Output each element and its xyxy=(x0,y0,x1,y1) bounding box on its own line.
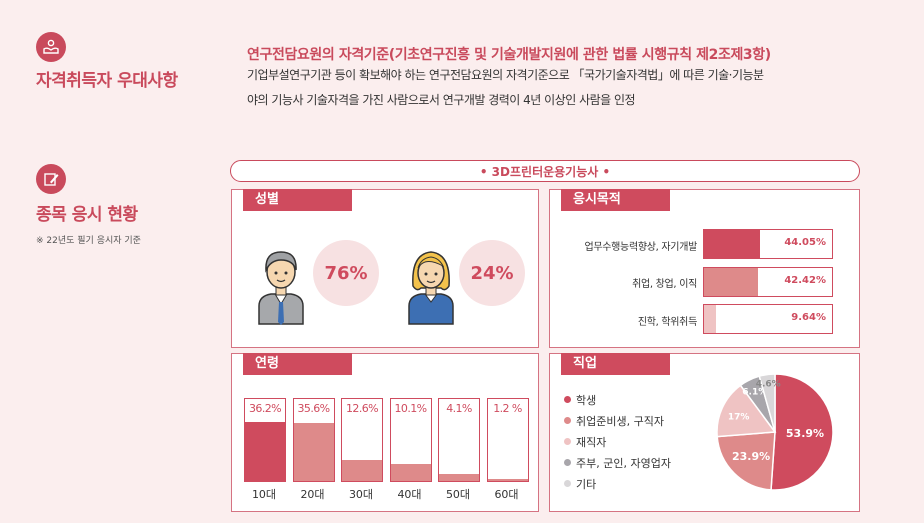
purpose-bar-skill-value: 44.05% xyxy=(784,237,826,248)
legend-swatch xyxy=(564,396,571,403)
age-category-label: 20대 xyxy=(300,488,325,501)
age-category-label: 40대 xyxy=(397,488,422,501)
pie-slice xyxy=(770,373,834,491)
occupation-tab: 직업 xyxy=(561,353,670,375)
purpose-bar-study-value: 9.64% xyxy=(791,312,826,323)
pie-slice xyxy=(716,384,777,438)
purpose-label-job: 취업, 창업, 이직 xyxy=(632,279,697,290)
pie-slice-label: 23.9% xyxy=(732,450,770,463)
female-ratio-label: 24% xyxy=(470,262,514,284)
age-column: 12.6% xyxy=(341,398,383,482)
purpose-bar-study-fill xyxy=(704,305,717,333)
age-column: 35.6% xyxy=(292,398,335,482)
certification-name-pill: • 3D프린터운용기능사 • xyxy=(230,160,860,182)
qualification-lead: 연구전담요원의 자격기준(기초연구진흥 및 기술개발지원에 관한 법률 시행규칙… xyxy=(247,47,771,63)
legend-swatch xyxy=(564,459,571,466)
section-title-preference: 자격취득자 우대사항 xyxy=(36,71,178,91)
qualification-line-1: 기업부설연구기관 등이 확보해야 하는 연구전담요원의 자격기준으로 「국가기술… xyxy=(247,68,764,82)
pie-slice-label: 17% xyxy=(728,412,750,422)
male-ratio-bubble: 76% xyxy=(313,240,379,306)
age-bar xyxy=(439,474,479,481)
age-bar-value: 12.6% xyxy=(346,402,379,415)
gender-tab: 성별 xyxy=(243,189,352,211)
purpose-label-skill: 업무수행능력향상, 자기개발 xyxy=(584,242,697,253)
age-bar xyxy=(390,464,431,481)
age-bar xyxy=(293,423,334,481)
purpose-bar-job-fill xyxy=(704,268,759,296)
age-bar-value: 36.2% xyxy=(249,402,282,415)
age-bar-value: 1.2 % xyxy=(493,402,522,415)
male-avatar-icon xyxy=(258,251,304,325)
age-column: 10.1% xyxy=(389,398,432,482)
purpose-tab: 응시목적 xyxy=(561,189,670,211)
legend-label: 주부, 군인, 자영업자 xyxy=(576,456,671,470)
purpose-label-study: 진학, 학위취득 xyxy=(637,317,697,328)
qualification-line-2: 야의 기능사 기술자격을 가진 사람으로서 연구개발 경력이 4년 이상인 사람… xyxy=(247,93,636,107)
pie-slice-label: 6.1% xyxy=(742,388,767,398)
age-category-label: 10대 xyxy=(251,488,277,501)
age-category-label: 50대 xyxy=(445,488,471,501)
age-tab: 연령 xyxy=(243,353,352,375)
age-bar xyxy=(487,479,528,481)
legend-item-student: 학생 xyxy=(564,389,671,410)
legend-swatch xyxy=(564,480,571,487)
age-bar xyxy=(245,422,285,481)
legend-label: 학생 xyxy=(576,393,597,407)
legend-label: 취업준비생, 구직자 xyxy=(576,414,664,428)
occupation-legend: 학생 취업준비생, 구직자 재직자 주부, 군인, 자영업자 기타 xyxy=(564,389,671,494)
legend-item-employed: 재직자 xyxy=(564,431,671,452)
female-ratio-bubble: 24% xyxy=(459,240,525,306)
age-bar-value: 35.6% xyxy=(297,402,331,415)
legend-item-homemaker: 주부, 군인, 자영업자 xyxy=(564,452,671,473)
pie-slice xyxy=(758,373,776,433)
age-category-label: 30대 xyxy=(348,488,374,501)
female-avatar-icon xyxy=(408,251,454,325)
age-category-label: 60대 xyxy=(494,488,519,501)
male-ratio-label: 76% xyxy=(324,262,368,284)
pie-slice-label: 53.9% xyxy=(786,427,824,440)
purpose-bar-skill-fill xyxy=(704,230,761,258)
age-bar-value: 10.1% xyxy=(394,402,428,415)
legend-label: 기타 xyxy=(576,477,597,491)
legend-item-jobseeker: 취업준비생, 구직자 xyxy=(564,410,671,431)
legend-label: 재직자 xyxy=(576,435,607,449)
section-title-status: 종목 응시 현황 xyxy=(36,205,138,225)
legend-item-other: 기타 xyxy=(564,473,671,494)
purpose-bar-job: 42.42% xyxy=(703,267,833,297)
purpose-bar-study: 9.64% xyxy=(703,304,833,334)
purpose-bar-skill: 44.05% xyxy=(703,229,833,259)
age-column: 1.2 % xyxy=(486,398,529,482)
pie-slice xyxy=(716,431,776,491)
purpose-bar-job-value: 42.42% xyxy=(784,275,826,286)
pie-slice-label: 4.6% xyxy=(756,379,781,389)
age-column: 4.1% xyxy=(438,398,480,482)
age-bar-value: 4.1% xyxy=(446,402,472,415)
hands-person-icon xyxy=(36,32,66,62)
legend-swatch xyxy=(564,417,571,424)
age-column: 36.2% xyxy=(244,398,286,482)
pencil-note-icon xyxy=(36,164,66,194)
age-bar xyxy=(342,460,382,481)
data-basis-note: ※ 22년도 필기 응시자 기준 xyxy=(36,236,141,246)
occupation-pie-chart: 53.9% 23.9% 17% 6.1%4.6% xyxy=(716,373,834,491)
legend-swatch xyxy=(564,438,571,445)
